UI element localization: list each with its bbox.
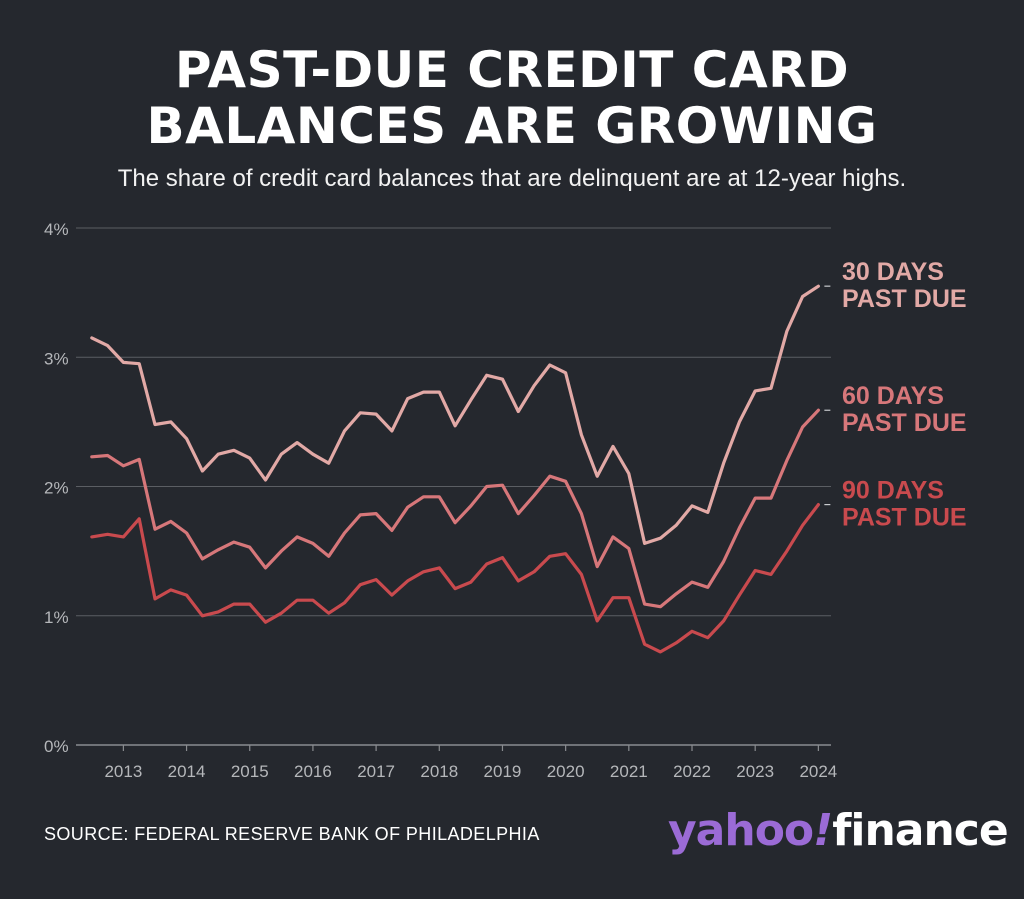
y-tick-label: 1% (44, 608, 69, 627)
x-tick-label: 2024 (799, 762, 837, 781)
x-tick-label: 2017 (357, 762, 395, 781)
title-line-2: BALANCES ARE GROWING (146, 97, 878, 155)
x-tick-label: 2021 (610, 762, 648, 781)
y-tick-label: 2% (44, 479, 69, 498)
series-line-60-days-past-due (90, 408, 821, 609)
logo-yahoo: yahoo (668, 805, 814, 856)
x-tick-label: 2022 (673, 762, 711, 781)
chart-subtitle: The share of credit card balances that a… (117, 165, 907, 192)
y-tick-label: 4% (44, 220, 69, 239)
series-line-30-days-past-due (90, 284, 821, 546)
grid-layer: 0% 1% 2% 3% 4% 2013 2014 2015 2016 2017 2018 2019 20… (44, 220, 837, 781)
title-line-1: PAST-DUE CREDIT CARD (174, 41, 850, 99)
source-note: SOURCE: FEDERAL RESERVE BANK OF PHILADEL… (44, 824, 540, 844)
y-tick-label: 3% (44, 349, 69, 368)
y-tick-label: 0% (44, 737, 69, 756)
series-label-90-days-past-due-line2: PAST DUE (842, 504, 967, 532)
x-tick-label: 2013 (104, 762, 142, 781)
series-line-90-days-past-due (90, 503, 821, 654)
x-tick-label: 2018 (420, 762, 458, 781)
x-tick-label: 2023 (736, 762, 774, 781)
chart-title: PAST-DUE CREDIT CARD BALANCES ARE GROWIN… (0, 42, 1024, 154)
series-label-90-days-past-due-line1: 90 DAYS (842, 477, 944, 505)
x-tick-label: 2020 (547, 762, 585, 781)
logo-finance: finance (832, 805, 1008, 856)
yahoo-finance-logo: yahoo!finance (668, 805, 1009, 856)
logo-exclamation: ! (813, 805, 833, 856)
series-label-60-days-past-due-line2: PAST DUE (842, 409, 967, 437)
series-label-60-days-past-due-line1: 60 DAYS (842, 382, 944, 410)
x-tick-label: 2014 (168, 762, 206, 781)
x-tick-label: 2019 (484, 762, 522, 781)
series-label-30-days-past-due-line2: PAST DUE (842, 285, 967, 313)
series-layer (90, 284, 821, 654)
x-tick-label: 2016 (294, 762, 332, 781)
x-tick-label: 2015 (231, 762, 269, 781)
series-label-30-days-past-due-line1: 30 DAYS (842, 258, 944, 286)
